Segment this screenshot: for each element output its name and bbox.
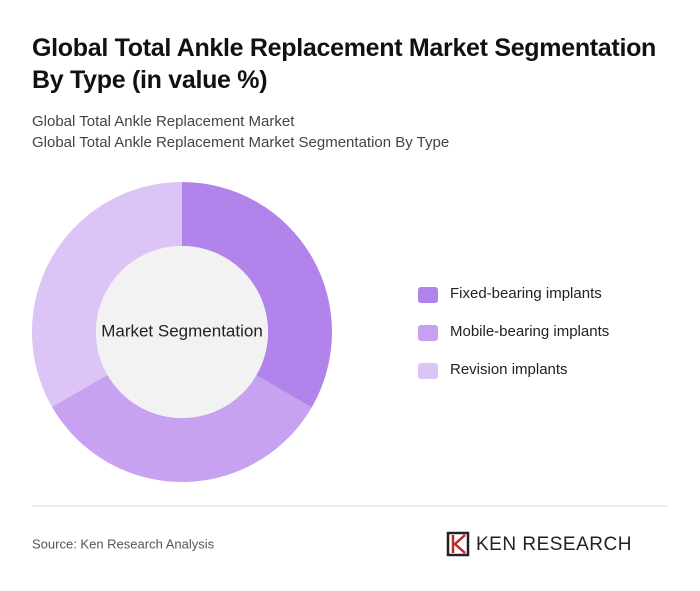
logo-icon bbox=[446, 531, 470, 557]
legend-label: Mobile-bearing implants bbox=[450, 323, 609, 340]
center-label: Market Segmentation bbox=[101, 321, 263, 340]
legend-swatch bbox=[418, 287, 438, 303]
donut-hole bbox=[96, 246, 268, 418]
subtitle: Global Total Ankle Replacement Market Se… bbox=[32, 134, 450, 151]
legend-swatch bbox=[418, 363, 438, 379]
legend-label: Revision implants bbox=[450, 361, 568, 378]
brand: KEN RESEARCH bbox=[476, 534, 632, 555]
chart-title: Global Total Ankle Replacement Market Se… bbox=[32, 34, 657, 94]
subtitle: Global Total Ankle Replacement Market bbox=[32, 113, 295, 130]
donut-slice bbox=[51, 374, 312, 482]
source: Source: Ken Research Analysis bbox=[32, 536, 215, 551]
donut-slice bbox=[31, 182, 182, 407]
legend-swatch bbox=[418, 325, 438, 341]
legend-label: Fixed-bearing implants bbox=[450, 285, 602, 302]
donut-slice bbox=[182, 182, 332, 408]
